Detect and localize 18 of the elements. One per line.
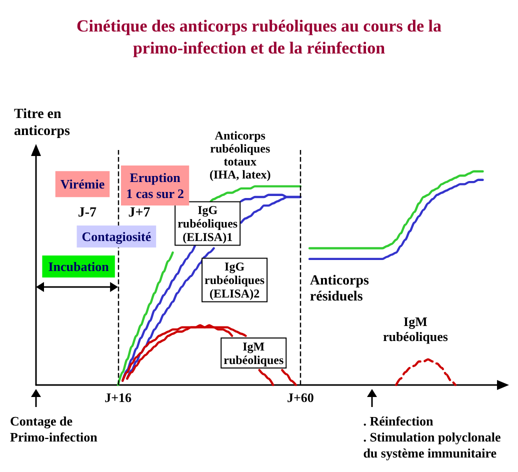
annotation: Eruption 1 cas sur 2 (126, 170, 184, 201)
series-label: IgG rubéoliques (ELISA)2 (204, 259, 265, 300)
annotation: Virémie (60, 176, 105, 192)
series-label: IgG rubéoliques (ELISA)1 (178, 203, 238, 244)
series-label: Anticorps rubéoliques totaux (IHA, latex) (209, 128, 271, 182)
annotation: J+7 (128, 205, 150, 220)
series-label: IgM rubéoliques (224, 339, 284, 367)
chart-title: Cinétique des anticorps rubéoliques au cours de la primo-infection et de la réinfection (76, 16, 442, 58)
text: . Réinfection . Stimulation polyclonale du système immunitaire (363, 414, 502, 460)
y-axis-title: Titre en anticorps (14, 107, 71, 139)
x-tick-label: J+16 (104, 390, 132, 405)
x-tick-label: J+60 (286, 390, 314, 405)
annotation: Contagiosité (82, 228, 152, 244)
annotation: Anticorps résiduels (310, 273, 370, 304)
annotation: J-7 (78, 205, 96, 220)
annotation: Incubation (48, 259, 110, 274)
text: Contage de Primo-infection (10, 414, 98, 444)
series-label: IgM rubéoliques (382, 314, 448, 344)
